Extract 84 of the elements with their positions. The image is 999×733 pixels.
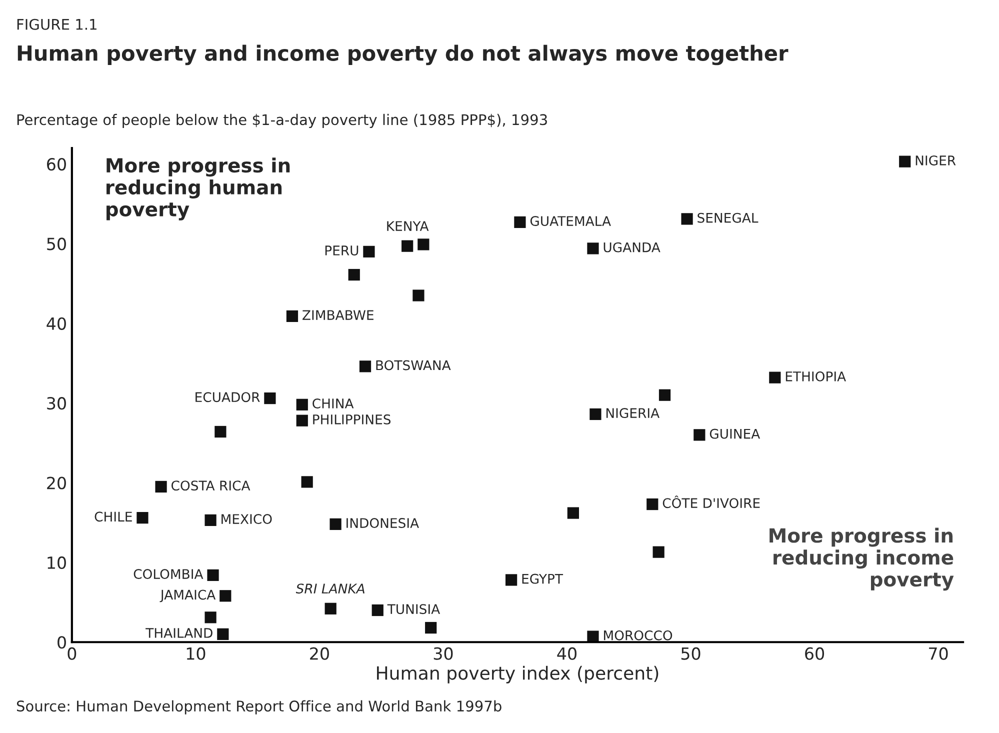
annotation: NIGERIA — [606, 408, 660, 418]
annotation: EGYPT — [522, 574, 564, 584]
point — [658, 389, 671, 401]
y-tick-label: 30 — [47, 397, 66, 410]
annotation: CHINA — [312, 398, 354, 408]
y-tick-label: 10 — [48, 556, 66, 569]
point — [348, 268, 360, 281]
annotation: ZIMBABWE — [302, 310, 374, 320]
annotation: UGANDA — [604, 242, 660, 252]
point — [363, 246, 375, 258]
point — [769, 372, 781, 384]
y-tick-label: 20 — [47, 476, 66, 490]
annotation: TUNISIA — [387, 604, 440, 614]
point — [412, 290, 424, 302]
point — [652, 546, 664, 558]
y-tick-label: 40 — [46, 317, 66, 330]
x-tick-label: 50 — [681, 647, 700, 660]
point — [214, 426, 226, 438]
annotation: ECUADOR — [196, 392, 260, 402]
point — [425, 622, 437, 634]
x-tick-label: 70 — [929, 647, 948, 660]
annotation: GUATEMALA — [530, 216, 611, 226]
annotation: BOTSWANA — [376, 360, 451, 370]
annotation: COSTA RICA — [172, 480, 250, 491]
x-tick-label: 30 — [434, 647, 453, 660]
point — [264, 392, 276, 404]
annotation: MOROCCO — [604, 630, 672, 640]
point — [207, 569, 219, 581]
y-axis-title: Percentage of people below the $1-a-day poverty line (1985 PPP$), 1993 — [17, 114, 547, 128]
annotation: SENEGAL — [698, 212, 758, 223]
x-tick-label: 40 — [557, 647, 576, 660]
point — [372, 604, 384, 616]
annotation: PHILIPPINES — [313, 414, 391, 424]
y-tick-label: 50 — [47, 238, 66, 250]
point — [505, 574, 518, 586]
annotation: More progress in reducing income poverty — [770, 528, 954, 591]
point — [590, 408, 602, 420]
point — [324, 602, 336, 614]
annotation: COLOMBIA — [134, 569, 204, 579]
point — [418, 238, 430, 250]
x-tick-label: 60 — [805, 647, 824, 660]
y-tick-label: 60 — [47, 158, 66, 171]
y-tick-label: 0 — [58, 636, 66, 649]
annotation: MEXICO — [222, 514, 272, 524]
point — [301, 476, 313, 488]
annotation: THAILAND — [146, 628, 212, 638]
point — [567, 507, 579, 519]
point — [330, 518, 342, 530]
annotation: GUINEA — [710, 428, 760, 439]
annotation: More progress in reducing human poverty — [106, 158, 290, 220]
point — [646, 498, 658, 510]
point — [204, 514, 216, 526]
point — [155, 480, 167, 493]
annotation: CHILE — [94, 512, 132, 522]
x-axis-title: Human poverty index (percent) — [377, 666, 658, 684]
annotation: JAMAICA — [160, 590, 216, 602]
point — [681, 213, 693, 225]
source-note: Source: Human Development Report Office and World Bank 1997b — [16, 700, 502, 714]
point — [296, 398, 308, 410]
annotation: INDONESIA — [346, 518, 419, 528]
point — [402, 240, 414, 252]
point — [220, 590, 232, 602]
x-tick-label: 20 — [310, 647, 329, 660]
x-tick-label: 0 — [68, 647, 76, 660]
point — [204, 612, 216, 624]
point — [514, 216, 526, 228]
annotation: PERU — [325, 246, 358, 256]
point — [587, 242, 599, 254]
point — [286, 310, 298, 322]
point — [359, 360, 372, 372]
x-tick-label: 10 — [186, 647, 206, 660]
annotation: NIGER — [916, 155, 956, 166]
annotation: KENYA — [387, 221, 429, 231]
point — [217, 628, 229, 640]
annotation: CÔTE D'IVOIRE — [662, 496, 760, 508]
point — [587, 630, 599, 642]
point — [694, 429, 706, 441]
annotation: SRI LANKA — [296, 584, 364, 594]
point — [296, 414, 308, 426]
annotation: ETHIOPIA — [786, 371, 846, 382]
caption: FIGURE 1.1 — [17, 18, 96, 30]
point — [899, 156, 911, 168]
chart-title: Human poverty and income poverty do not always move together — [18, 44, 788, 66]
point — [136, 512, 148, 524]
